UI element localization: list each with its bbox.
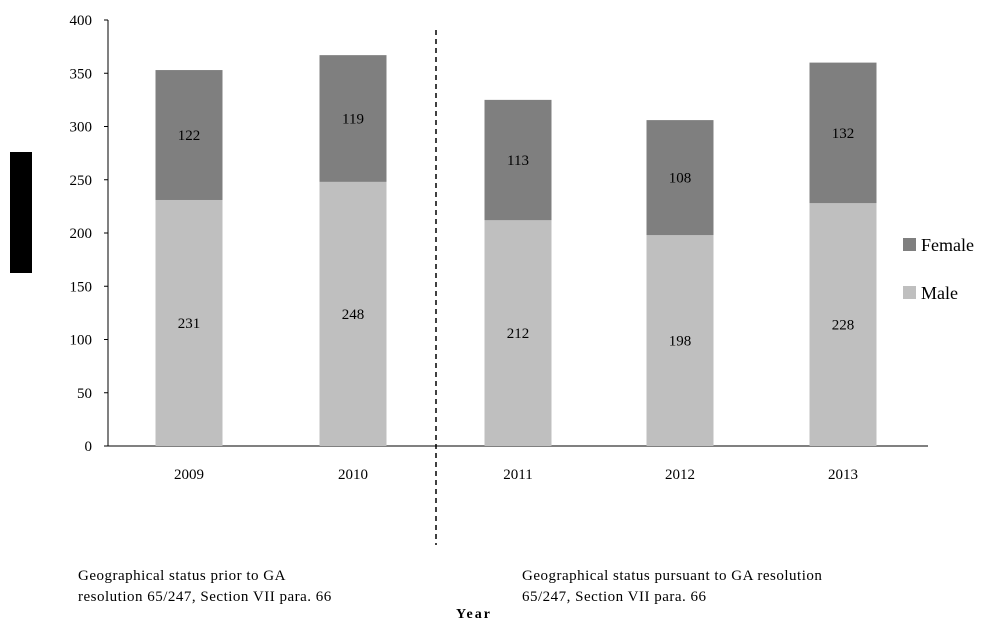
bar-female-2012: [646, 120, 714, 236]
bar-female-2010: [319, 55, 387, 182]
y-tick-label: 100: [70, 333, 93, 349]
y-axis-label-block: [10, 152, 32, 273]
chart-legend: Female Male: [903, 235, 974, 303]
legend-swatch-male: [903, 286, 916, 299]
data-label-female-2012: 108: [669, 171, 692, 187]
bar-male-2010: [319, 181, 387, 446]
data-label-male-2009: 231: [178, 316, 201, 332]
chart-axes: 0 50 100 150 200 250 300 350 400 2009 2010 2011 2012…: [70, 13, 928, 545]
y-tick-label: 150: [70, 279, 93, 295]
y-tick-label: 200: [70, 226, 93, 242]
bar-male-2011: [484, 220, 552, 446]
data-label-male-2012: 198: [669, 334, 692, 350]
data-label-male-2010: 248: [342, 307, 365, 323]
legend-label-female: Female: [921, 235, 974, 255]
data-label-male-2011: 212: [507, 326, 530, 342]
y-tick-label: 300: [70, 120, 93, 136]
y-tick-label: 250: [70, 173, 93, 189]
x-tick-label: 2011: [503, 467, 532, 483]
data-label-female-2010: 119: [342, 112, 364, 128]
annotation-pursuant: Geographical status pursuant to GA resol…: [522, 568, 823, 605]
y-tick-label: 50: [77, 386, 92, 402]
bar-male-2009: [155, 199, 223, 446]
legend-swatch-female: [903, 238, 916, 251]
chart-data-labels: 231 122 248 119 212 113 198 108 228 132: [178, 112, 855, 350]
data-label-female-2013: 132: [832, 126, 855, 142]
x-tick-label: 2013: [828, 467, 858, 483]
annotation-prior: Geographical status prior to GA resoluti…: [78, 568, 332, 605]
x-axis-label: Year: [456, 607, 492, 622]
data-label-male-2013: 228: [832, 318, 855, 334]
stacked-bar-chart: 0 50 100 150 200 250 300 350 400 2009 2010 2011 2012…: [70, 13, 974, 545]
bar-female-2013: [809, 62, 877, 204]
bar-male-2013: [809, 203, 877, 446]
chart-bars: [155, 55, 877, 446]
x-tick-label: 2012: [665, 467, 695, 483]
data-label-female-2011: 113: [507, 153, 529, 169]
legend-label-male: Male: [921, 283, 958, 303]
y-tick-label: 350: [70, 66, 93, 82]
y-tick-label: 400: [70, 13, 93, 29]
bar-female-2009: [155, 70, 223, 200]
data-label-female-2009: 122: [178, 128, 201, 144]
y-tick-label: 0: [85, 439, 93, 455]
x-tick-label: 2009: [174, 467, 204, 483]
x-tick-label: 2010: [338, 467, 368, 483]
bar-female-2011: [484, 99, 552, 221]
bar-male-2012: [646, 235, 714, 446]
